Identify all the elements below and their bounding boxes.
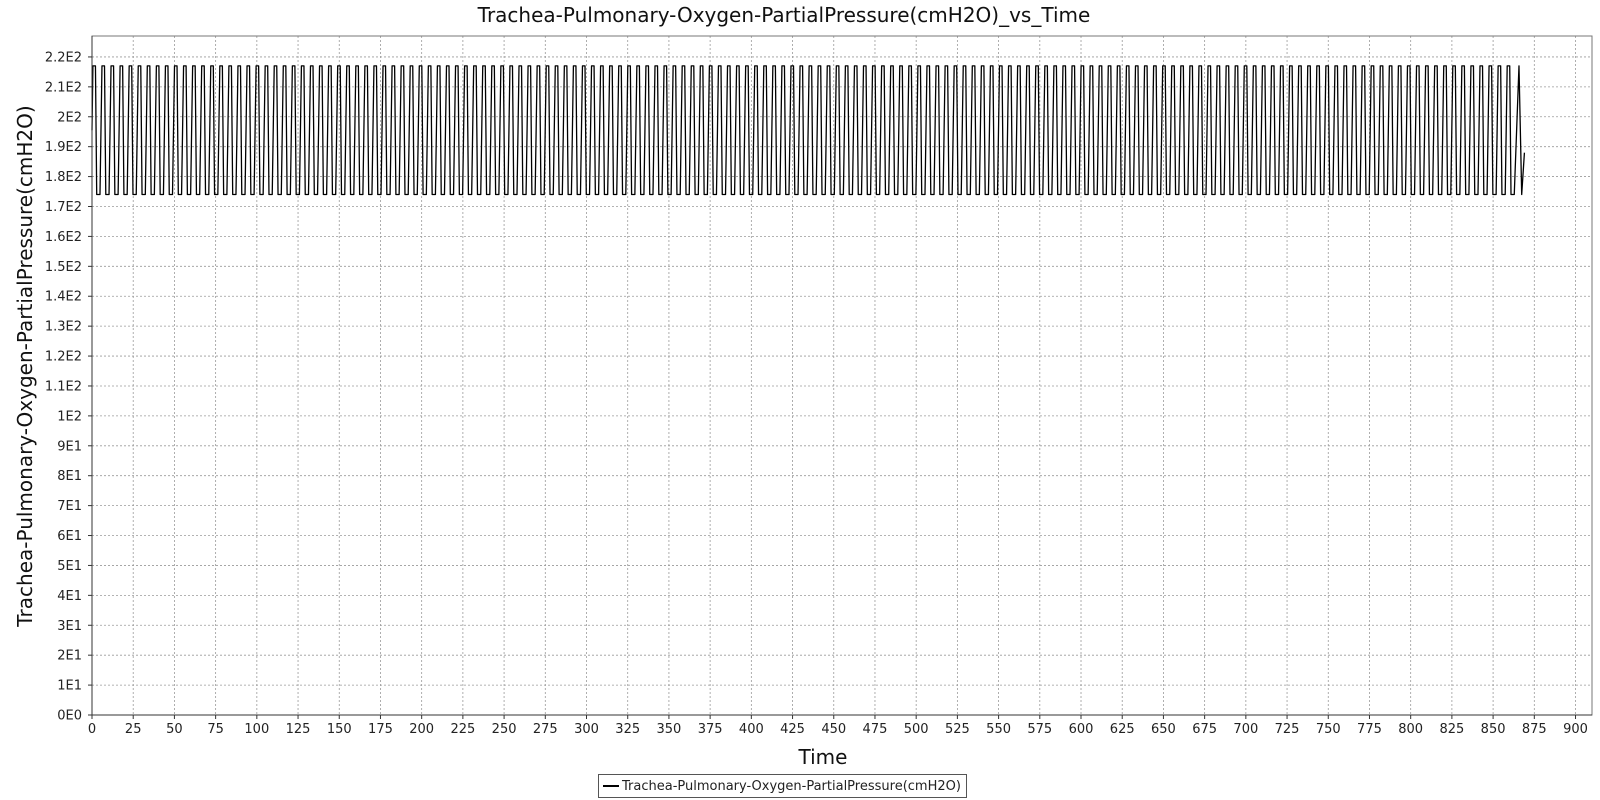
x-tick-label: 725 xyxy=(1275,722,1300,737)
x-axis-ticks: 0 25 50 75 100 125 150 175 200 225 250 275 300 325 350… xyxy=(88,715,1588,737)
x-tick-label: 150 xyxy=(327,722,352,737)
y-tick-label: 2E1 xyxy=(57,649,82,664)
y-tick-label: 1.7E2 xyxy=(45,200,82,215)
x-tick-label: 600 xyxy=(1069,722,1094,737)
x-tick-label: 200 xyxy=(409,722,434,737)
x-tick-label: 475 xyxy=(863,722,888,737)
y-tick-label: 4E1 xyxy=(57,589,82,604)
y-tick-label: 1.2E2 xyxy=(45,350,82,365)
x-tick-label: 575 xyxy=(1027,722,1052,737)
legend-swatch xyxy=(603,785,619,787)
x-tick-label: 75 xyxy=(207,722,224,737)
y-tick-label: 1.6E2 xyxy=(45,230,82,245)
axes xyxy=(91,35,1593,716)
x-axis-title: Time xyxy=(798,745,848,769)
y-tick-label: 2E2 xyxy=(57,110,82,125)
series-layer xyxy=(91,65,1526,196)
legend-label: Trachea-Pulmonary-Oxygen-PartialPressure… xyxy=(622,778,961,794)
y-tick-label: 1.8E2 xyxy=(45,170,82,185)
y-tick-label: 1.3E2 xyxy=(45,320,82,335)
x-tick-label: 425 xyxy=(780,722,805,737)
x-tick-label: 675 xyxy=(1192,722,1217,737)
plot-area xyxy=(92,36,1592,715)
x-tick-label: 625 xyxy=(1110,722,1135,737)
x-tick-label: 825 xyxy=(1439,722,1464,737)
x-tick-label: 125 xyxy=(286,722,311,737)
x-tick-label: 300 xyxy=(574,722,599,737)
grid xyxy=(91,36,1592,716)
y-axis-title: Trachea-Pulmonary-Oxygen-PartialPressure… xyxy=(13,105,37,627)
x-tick-label: 175 xyxy=(368,722,393,737)
legend: Trachea-Pulmonary-Oxygen-PartialPressure… xyxy=(598,774,967,798)
x-tick-label: 325 xyxy=(615,722,640,737)
y-tick-label: 7E1 xyxy=(57,499,82,514)
y-axis-ticks: 0E0 1E1 2E1 3E1 4E1 5E1 6E1 7E1 8E1 9E1 1E2 1.1E2 1.… xyxy=(45,50,92,724)
x-tick-label: 50 xyxy=(166,722,183,737)
x-tick-label: 250 xyxy=(492,722,517,737)
x-tick-label: 450 xyxy=(821,722,846,737)
x-tick-label: 350 xyxy=(657,722,682,737)
x-tick-label: 100 xyxy=(244,722,269,737)
y-tick-label: 2.2E2 xyxy=(45,50,82,65)
x-tick-label: 375 xyxy=(698,722,723,737)
x-tick-label: 0 xyxy=(88,722,96,737)
x-tick-label: 25 xyxy=(125,722,142,737)
x-tick-label: 650 xyxy=(1151,722,1176,737)
x-tick-label: 700 xyxy=(1233,722,1258,737)
x-tick-label: 750 xyxy=(1316,722,1341,737)
x-tick-label: 275 xyxy=(533,722,558,737)
plot-background xyxy=(92,36,1592,715)
y-tick-label: 1.9E2 xyxy=(45,140,82,155)
y-tick-label: 6E1 xyxy=(57,529,82,544)
x-tick-label: 850 xyxy=(1481,722,1506,737)
y-tick-label: 2.1E2 xyxy=(45,80,82,95)
x-tick-label: 525 xyxy=(945,722,970,737)
x-tick-label: 550 xyxy=(986,722,1011,737)
y-tick-label: 1E1 xyxy=(57,679,82,694)
y-tick-label: 3E1 xyxy=(57,619,82,634)
x-tick-label: 800 xyxy=(1398,722,1423,737)
y-tick-label: 1.5E2 xyxy=(45,260,82,275)
y-tick-label: 9E1 xyxy=(57,439,82,454)
y-tick-label: 1.4E2 xyxy=(45,290,82,305)
x-tick-label: 400 xyxy=(739,722,764,737)
y-tick-label: 1.1E2 xyxy=(45,379,82,394)
x-tick-label: 225 xyxy=(450,722,475,737)
chart-title: Trachea-Pulmonary-Oxygen-PartialPressure… xyxy=(477,3,1091,27)
y-tick-label: 5E1 xyxy=(57,559,82,574)
x-tick-label: 775 xyxy=(1357,722,1382,737)
x-tick-label: 875 xyxy=(1522,722,1547,737)
x-tick-label: 500 xyxy=(904,722,929,737)
y-tick-label: 1E2 xyxy=(57,409,82,424)
y-tick-label: 0E0 xyxy=(57,709,82,724)
x-tick-label: 900 xyxy=(1563,722,1588,737)
y-tick-label: 8E1 xyxy=(57,469,82,484)
series-line xyxy=(91,65,1526,196)
